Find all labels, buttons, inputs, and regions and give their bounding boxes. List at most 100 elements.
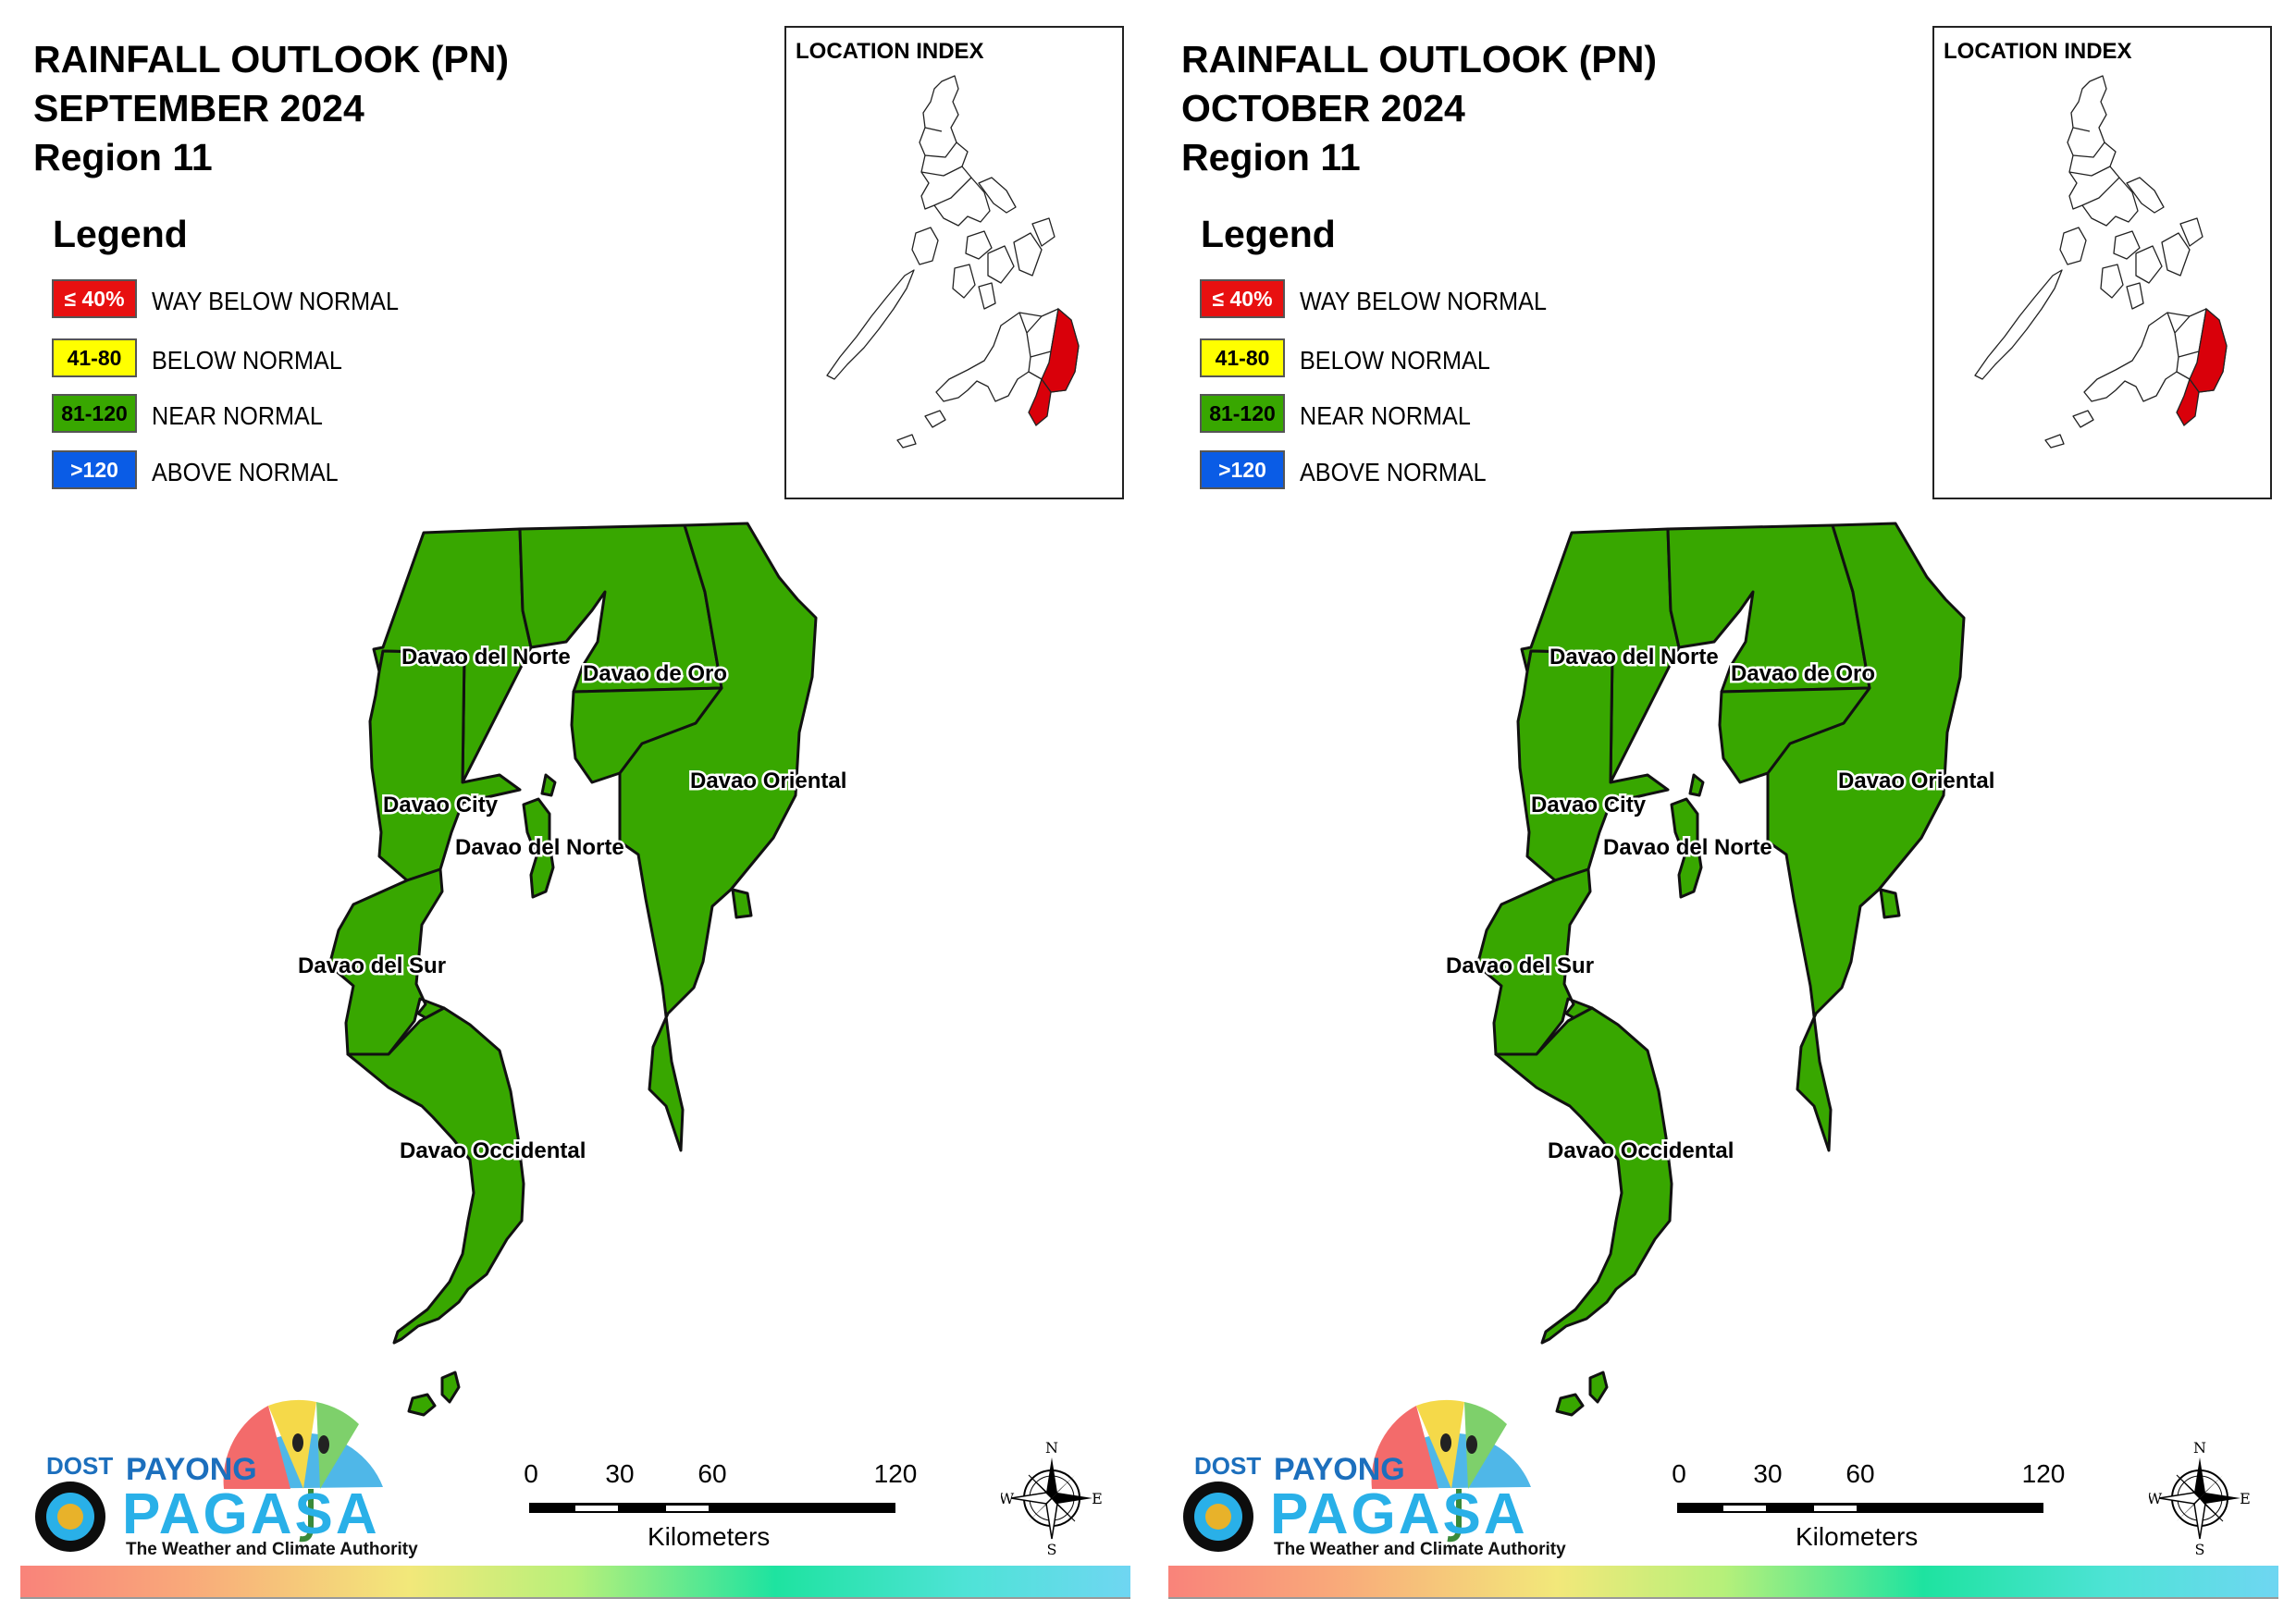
philippines-index-map [1974, 75, 2228, 449]
legend-label: ABOVE NORMAL [152, 458, 339, 486]
label-davao-city: Davao City [383, 793, 499, 818]
compass-e: E [1092, 1490, 1103, 1507]
umbrella-icon [35, 1399, 383, 1552]
logo-dost: DOST [46, 1452, 114, 1480]
legend-title: Legend [1201, 213, 1336, 255]
map-title: RAINFALL OUTLOOK (PN) OCTOBER 2024 Regio… [1181, 35, 1657, 182]
compass-w: W [1001, 1490, 1015, 1507]
scale-tick-60: 60 [1845, 1459, 1875, 1488]
payong-pagasa-logo: DOST PAYONG PAGASA The Weather and Clima… [33, 1387, 418, 1568]
legend-label: WAY BELOW NORMAL [1300, 287, 1547, 315]
footer-gradient-bar [20, 1566, 1130, 1597]
philippines-index-map [826, 75, 1080, 449]
label-davao-del-norte-island: Davao del Norte [1603, 835, 1772, 860]
scale-tick-0: 0 [1672, 1459, 1686, 1488]
scale-tick-120: 120 [2021, 1459, 2066, 1488]
label-davao-occidental: Davao Occidental [400, 1138, 586, 1163]
scale-unit: Kilometers [648, 1522, 771, 1551]
label-davao-del-norte-island: Davao del Norte [455, 835, 624, 860]
logo-payong: PAYONG [126, 1452, 257, 1487]
logo-pagasa: PAGASA [122, 1482, 380, 1546]
label-davao-del-sur: Davao del Sur [1446, 953, 1594, 978]
compass-s: S [2195, 1541, 2205, 1556]
payong-pagasa-logo: DOST PAYONG PAGASA The Weather and Clima… [1181, 1387, 1566, 1568]
title-line-2: OCTOBER 2024 [1181, 87, 1465, 129]
label-davao-de-oro: Davao de Oro [1731, 661, 1875, 686]
scale-bar: 0 30 60 120 Kilometers [524, 1459, 918, 1552]
legend-swatch: 41-80 [52, 338, 137, 377]
north-arrow: N S E W [2147, 1439, 2251, 1558]
scale-bar: 0 30 60 120 Kilometers [1672, 1459, 2066, 1552]
title-line-2: SEPTEMBER 2024 [33, 87, 364, 129]
legend-label: BELOW NORMAL [152, 346, 342, 375]
label-davao-de-oro: Davao de Oro [583, 661, 727, 686]
logo-payong: PAYONG [1274, 1452, 1405, 1487]
logo-dost: DOST [1194, 1452, 1262, 1480]
label-davao-del-norte: Davao del Norte [1549, 645, 1719, 670]
north-arrow: N S E W [999, 1439, 1103, 1558]
title-line-3: Region 11 [33, 136, 213, 178]
compass-n: N [2193, 1441, 2206, 1457]
region-11-map: Davao del Norte Davao de Oro Davao Orien… [1444, 522, 1997, 1417]
panel-october: RAINFALL OUTLOOK (PN) OCTOBER 2024 Regio… [1148, 0, 2296, 1623]
scale-tick-30: 30 [605, 1459, 635, 1488]
scale-tick-120: 120 [873, 1459, 918, 1488]
legend-swatch: ≤ 40% [1200, 279, 1285, 318]
footer-gradient-bar [1168, 1566, 2278, 1597]
title-line-1: RAINFALL OUTLOOK (PN) [33, 38, 509, 80]
legend-label: BELOW NORMAL [1300, 346, 1490, 375]
footer-divider [20, 1597, 1130, 1599]
legend-swatch: 81-120 [52, 394, 137, 433]
location-index: LOCATION INDEX [1932, 26, 2272, 499]
province-davao-del-sur [1475, 867, 1594, 1056]
logo-tagline: The Weather and Climate Authority [1274, 1540, 1566, 1559]
legend-title: Legend [53, 213, 188, 255]
scale-tick-30: 30 [1753, 1459, 1783, 1488]
title-line-3: Region 11 [1181, 136, 1361, 178]
legend-swatch: 41-80 [1200, 338, 1285, 377]
legend-swatch: >120 [1200, 450, 1285, 489]
province-samal [1670, 797, 1703, 899]
label-davao-oriental: Davao Oriental [1838, 768, 1994, 793]
location-index-title: LOCATION INDEX [796, 39, 984, 64]
scale-unit: Kilometers [1796, 1522, 1919, 1551]
region-11-highlight [1041, 307, 1080, 393]
province-samal [522, 797, 555, 899]
logo-tagline: The Weather and Climate Authority [126, 1540, 418, 1559]
compass-s: S [1047, 1541, 1057, 1556]
scale-tick-0: 0 [524, 1459, 538, 1488]
compass-rose-icon: N S E W [2147, 1439, 2251, 1558]
legend-label: ABOVE NORMAL [1300, 458, 1487, 486]
scale-graphic [529, 1503, 895, 1513]
province-davao-del-sur [327, 867, 446, 1056]
compass-w: W [2149, 1490, 2163, 1507]
compass-rose-icon: N S E W [999, 1439, 1103, 1558]
label-davao-oriental: Davao Oriental [690, 768, 846, 793]
legend-swatch: 81-120 [1200, 394, 1285, 433]
umbrella-icon [1183, 1399, 1531, 1552]
region-11-highlight [2189, 307, 2228, 393]
compass-n: N [1045, 1441, 1058, 1457]
compass-e: E [2240, 1490, 2251, 1507]
legend-label: NEAR NORMAL [1300, 401, 1471, 430]
panel-september: RAINFALL OUTLOOK (PN) SEPTEMBER 2024 Reg… [20, 26, 1130, 1599]
title-line-1: RAINFALL OUTLOOK (PN) [1181, 38, 1657, 80]
legend-label: WAY BELOW NORMAL [152, 287, 399, 315]
logo-pagasa: PAGASA [1270, 1482, 1528, 1546]
scale-tick-60: 60 [697, 1459, 727, 1488]
label-davao-del-sur: Davao del Sur [298, 953, 446, 978]
province-davao-occidental [1494, 1006, 1673, 1345]
province-davao-occidental [346, 1006, 525, 1345]
location-index-title: LOCATION INDEX [1944, 39, 2132, 64]
footer-divider [1168, 1597, 2278, 1599]
legend-label: NEAR NORMAL [152, 401, 323, 430]
map-title: RAINFALL OUTLOOK (PN) SEPTEMBER 2024 Reg… [33, 35, 509, 182]
legend-swatch: ≤ 40% [52, 279, 137, 318]
label-davao-del-norte: Davao del Norte [401, 645, 571, 670]
legend-swatch: >120 [52, 450, 137, 489]
label-davao-city: Davao City [1531, 793, 1647, 818]
region-11-map: Davao del Norte Davao de Oro Davao Orien… [298, 522, 847, 1417]
scale-graphic [1677, 1503, 2043, 1513]
location-index: LOCATION INDEX [784, 26, 1124, 499]
label-davao-occidental: Davao Occidental [1548, 1138, 1734, 1163]
